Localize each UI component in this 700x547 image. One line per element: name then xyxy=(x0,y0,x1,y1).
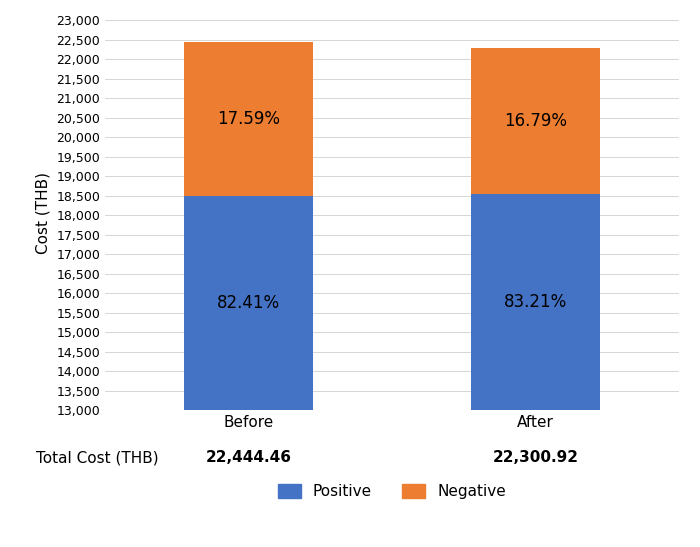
Legend: Positive, Negative: Positive, Negative xyxy=(272,478,512,505)
Text: 22,444.46: 22,444.46 xyxy=(206,450,291,465)
Bar xyxy=(184,196,313,547)
Bar xyxy=(184,42,313,196)
Bar xyxy=(471,48,600,194)
Y-axis label: Cost (THB): Cost (THB) xyxy=(36,172,50,254)
Text: 22,300.92: 22,300.92 xyxy=(493,450,578,465)
Text: 83.21%: 83.21% xyxy=(504,293,567,311)
Bar xyxy=(471,194,600,547)
Text: Total Cost (THB): Total Cost (THB) xyxy=(36,450,159,465)
Text: 16.79%: 16.79% xyxy=(504,112,567,130)
Text: 17.59%: 17.59% xyxy=(217,110,280,128)
Text: 82.41%: 82.41% xyxy=(217,294,280,312)
